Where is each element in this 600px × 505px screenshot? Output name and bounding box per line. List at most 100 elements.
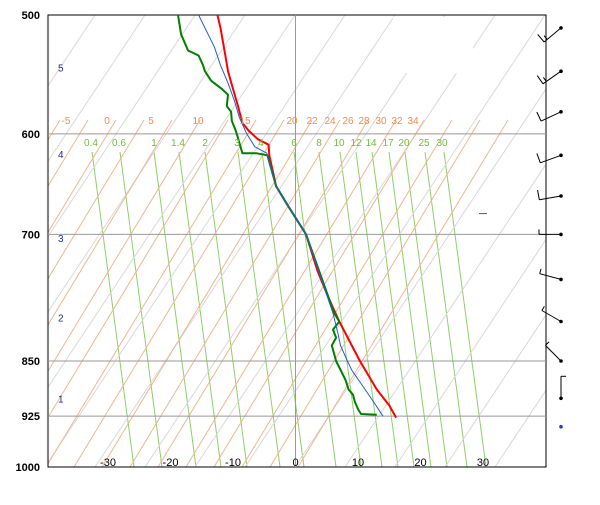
series-line-temperature	[216, 15, 397, 419]
wind-barb-feather	[541, 305, 545, 311]
wind-barb-staff	[540, 154, 562, 164]
isotherm-line	[48, 15, 196, 238]
dry-adiabat-label: 28	[358, 116, 370, 127]
dry-adiabat-label: 20	[286, 116, 298, 127]
pressure-tick-label: 1000	[16, 462, 40, 474]
mixing-ratio-line	[388, 151, 432, 467]
mixing-ratio-label: 1.4	[171, 138, 185, 149]
series-line-dew-point	[177, 15, 377, 416]
legend-box	[393, 17, 473, 73]
dry-adiabat-label: 30	[375, 116, 387, 127]
wind-barb	[536, 69, 563, 85]
mixing-ratio-line	[293, 151, 337, 467]
dry-adiabat-line	[129, 119, 341, 467]
wind-barb-staff	[540, 111, 562, 122]
dry-adiabat-line	[185, 119, 397, 467]
wind-barb	[559, 375, 566, 401]
dry-adiabat-line	[48, 119, 201, 373]
altitude-tick-label: 2	[58, 313, 64, 324]
altitude-tick-label: 1	[58, 394, 64, 405]
dry-adiabat-line	[48, 119, 229, 419]
wind-barb-feather	[537, 189, 540, 200]
wind-barb-feather	[536, 75, 544, 85]
isotherm-line	[48, 15, 146, 163]
mixing-ratio-line	[443, 151, 487, 467]
wind-barb-feather	[542, 77, 547, 82]
mixing-ratio-line	[318, 151, 362, 467]
wind-barb-feather	[536, 153, 541, 163]
mixing-ratio-line	[153, 151, 197, 467]
altitude-tick-label: 4	[58, 150, 64, 161]
isotherm-line	[48, 15, 296, 389]
mixing-ratio-line	[355, 151, 399, 467]
wind-barb	[539, 268, 563, 282]
pressure-tick-label: 925	[22, 411, 40, 423]
mixing-ratio-line	[237, 151, 281, 467]
mixing-ratio-label: 3	[234, 138, 240, 149]
wind-barb-feather	[539, 268, 542, 274]
mixing-ratio-label: 14	[365, 138, 377, 149]
wind-barb-feather	[537, 34, 545, 43]
mixing-ratio-label: 2	[202, 138, 208, 149]
pressure-tick-label: 500	[22, 10, 40, 22]
altitude-tick-label: 5	[58, 64, 64, 75]
wind-barb-staff	[541, 310, 562, 322]
plot-frame	[47, 14, 547, 468]
isotherm-line	[94, 15, 396, 467]
mixing-ratio-label: 0.6	[112, 138, 126, 149]
pressure-tick-label: 850	[22, 356, 40, 368]
dry-adiabat-line	[213, 119, 425, 467]
mixing-ratio-line	[404, 151, 448, 467]
wind-barb-staff	[543, 27, 562, 43]
mixing-ratio-label: 20	[398, 138, 410, 149]
dry-adiabat-label: -5	[62, 116, 71, 127]
dry-adiabat-label: 24	[324, 116, 336, 127]
dry-adiabat-line	[297, 119, 509, 467]
wind-barb	[536, 153, 563, 164]
temperature-tick-label: 30	[477, 457, 489, 469]
wind-barb	[538, 229, 563, 237]
mixing-ratio-label: 0.4	[84, 138, 98, 149]
isotherm-line	[344, 163, 546, 467]
dry-adiabat-line	[48, 119, 173, 326]
dry-adiabat-label: 22	[306, 116, 318, 127]
isotherm-line	[48, 15, 346, 464]
mixing-ratio-label: 10	[333, 138, 345, 149]
pressure-tick-label: 600	[22, 129, 40, 141]
altitude-tick-label: 3	[58, 234, 64, 245]
isotherm-line	[444, 313, 546, 467]
temperature-tick-label: -10	[225, 457, 241, 469]
mixing-ratio-label: 6	[291, 138, 297, 149]
isotherm-line	[394, 238, 546, 467]
wind-barb-staff	[539, 195, 562, 201]
isotherm-line	[544, 464, 546, 467]
mixing-ratio-label: 25	[418, 138, 430, 149]
mixing-ratio-label: 30	[436, 138, 448, 149]
temperature-tick-label: -20	[163, 457, 179, 469]
dry-adiabat-line	[101, 119, 313, 467]
dry-adiabat-label: 32	[391, 116, 403, 127]
mixing-ratio-label: 12	[350, 138, 362, 149]
wind-barb	[541, 305, 563, 324]
mixing-ratio-label: 8	[316, 138, 322, 149]
dry-adiabat-line	[48, 119, 145, 280]
wind-barb	[536, 110, 563, 122]
wind-barb	[537, 189, 563, 201]
dry-adiabat-line	[241, 119, 453, 467]
series-line-wet-bulb-temp-	[198, 15, 384, 417]
wind-barb	[559, 424, 563, 429]
pressure-tick-label: 700	[22, 229, 40, 241]
dry-adiabat-label: 10	[192, 116, 204, 127]
wind-barb	[545, 341, 563, 363]
dry-adiabat-line	[48, 119, 89, 188]
wind-barb-feather	[545, 341, 550, 346]
isotherm-line	[595, 15, 600, 467]
temperature-tick-label: 20	[414, 457, 426, 469]
wind-barb-staff	[545, 345, 562, 362]
dry-adiabat-label: 26	[342, 116, 354, 127]
isotherm-line	[48, 15, 246, 313]
temperature-tick-label: 10	[352, 457, 364, 469]
dry-adiabat-line	[48, 119, 117, 234]
